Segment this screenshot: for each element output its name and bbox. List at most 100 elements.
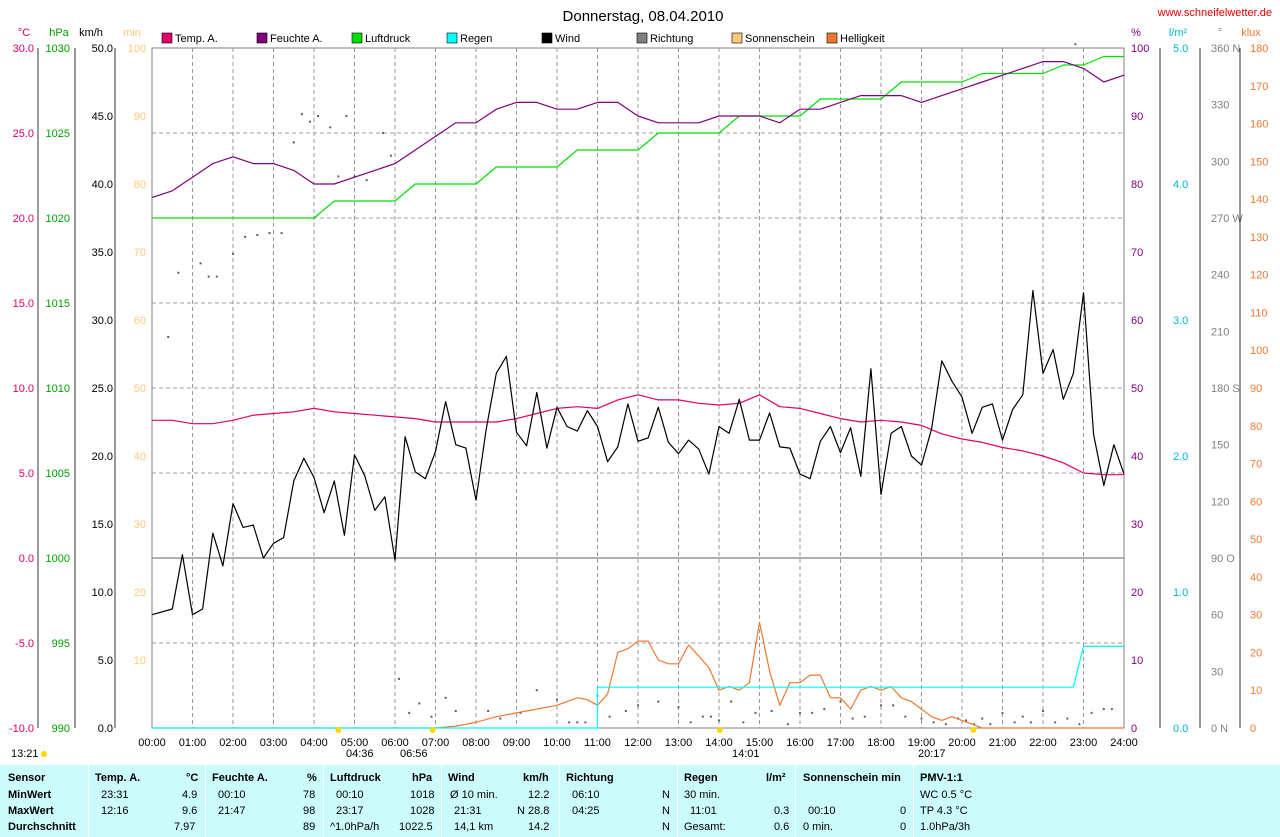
tick-label-rain: 1.0 <box>1173 587 1188 599</box>
dir-min-time: 06:10 <box>572 789 600 801</box>
wind-min-val: 12.2 <box>528 789 550 801</box>
direction-dot <box>892 704 895 707</box>
axis-unit-lux: klux <box>1241 27 1261 39</box>
direction-dot <box>677 706 680 709</box>
tick-label-sun: 40 <box>134 451 146 463</box>
direction-dot <box>308 120 311 123</box>
wind-min-label: Ø 10 min. <box>450 789 498 801</box>
tick-label-rain: 4.0 <box>1173 179 1188 191</box>
tick-label-sun: 50 <box>134 383 146 395</box>
tick-label-lux: 130 <box>1250 232 1268 244</box>
tick-label-humidity: 40 <box>1131 451 1143 463</box>
tick-label-direction: 150 <box>1211 440 1229 452</box>
direction-dot <box>730 700 733 703</box>
direction-dot <box>1021 715 1024 718</box>
tick-label-direction: 0 N <box>1211 723 1228 735</box>
wind-max-val: N 28.8 <box>517 805 550 817</box>
direction-dot <box>584 721 587 724</box>
time-mark-label: 14:01 <box>732 748 760 760</box>
tick-label-lux: 150 <box>1250 156 1268 168</box>
tick-label-temp: 15.0 <box>13 298 34 310</box>
tick-label-sun: 100 <box>128 43 146 55</box>
direction-dot <box>444 696 447 699</box>
direction-dot <box>1110 708 1113 711</box>
direction-dot <box>1001 711 1004 714</box>
direction-dot <box>920 717 923 720</box>
press-trend: ^1.0hPa/h <box>330 821 380 833</box>
chart-title: Donnerstag, 08.04.2010 <box>563 8 724 25</box>
direction-dot <box>430 715 433 718</box>
sun-icon <box>429 727 436 733</box>
tick-label-wind: 50.0 <box>92 43 113 55</box>
tick-label-humidity: 20 <box>1131 587 1143 599</box>
tick-label-lux: 120 <box>1250 270 1268 282</box>
tick-label-wind: 35.0 <box>92 247 113 259</box>
tick-label-humidity: 70 <box>1131 247 1143 259</box>
tick-label-time: 23:00 <box>1070 737 1098 749</box>
tick-label-sun: 20 <box>134 587 146 599</box>
direction-dot <box>244 235 247 238</box>
rain-row3-label: Gesamt: <box>684 821 726 833</box>
tick-label-humidity: 60 <box>1131 315 1143 327</box>
hum-min-time: 00:10 <box>218 789 246 801</box>
rain-row2-val: 0.3 <box>774 805 790 817</box>
direction-dot <box>389 154 392 157</box>
sun-row2-label: 00:10 <box>808 805 836 817</box>
hum-max-val: 98 <box>303 805 316 817</box>
direction-dot <box>851 717 854 720</box>
tick-label-time: 12:00 <box>624 737 652 749</box>
axis-unit-humidity: % <box>1131 27 1141 39</box>
tick-label-rain: 0.0 <box>1173 723 1188 735</box>
grid <box>151 47 1125 729</box>
tick-label-wind: 0.0 <box>98 723 113 735</box>
temp-header: Temp. A. <box>95 772 141 784</box>
legend-swatch <box>636 32 648 44</box>
tick-label-direction: 120 <box>1211 496 1229 508</box>
tick-label-sun: 80 <box>134 179 146 191</box>
series-line-temp-a- <box>152 394 1124 476</box>
axes: 30.025.020.015.010.05.00.0-5.0-10.010301… <box>9 43 1268 749</box>
axis-unit-temp: °C <box>18 27 30 39</box>
tick-label-pressure: 1015 <box>46 298 70 310</box>
tick-label-time: 00:00 <box>138 737 166 749</box>
direction-dot <box>811 711 814 714</box>
tick-label-time: 10:00 <box>543 737 571 749</box>
tick-label-lux: 100 <box>1250 345 1268 357</box>
direction-dot <box>454 710 457 712</box>
temp-avg: 7.97 <box>174 821 196 833</box>
dir-header: Richtung <box>566 772 614 784</box>
press-max-time: 23:17 <box>336 805 364 817</box>
sun-row3-val: 0 <box>900 821 907 833</box>
temp-min-val: 4.9 <box>182 789 198 801</box>
direction-dot <box>556 698 558 701</box>
press-header: Luftdruck <box>330 772 381 784</box>
direction-dot <box>535 689 538 692</box>
series-line-regen <box>152 645 1124 729</box>
tick-label-time: 13:00 <box>665 737 693 749</box>
direction-dot <box>232 252 234 255</box>
tick-label-lux: 140 <box>1250 194 1268 206</box>
direction-dot <box>657 700 660 703</box>
direction-dot <box>268 232 271 235</box>
tick-label-direction: 270 W <box>1211 213 1243 225</box>
tick-label-time: 02:00 <box>219 737 247 749</box>
direction-dot <box>1102 708 1105 711</box>
direction-dot <box>418 702 421 705</box>
tick-label-wind: 40.0 <box>92 179 113 191</box>
tick-label-humidity: 0 <box>1131 723 1137 735</box>
direction-dot <box>398 677 401 680</box>
direction-dot <box>880 704 882 707</box>
rain-row3-val: 0.6 <box>774 821 790 833</box>
axis-unit-rain: l/m² <box>1169 27 1188 39</box>
direction-dot <box>637 704 639 707</box>
direction-dot <box>965 719 968 722</box>
dir-max-val: N <box>662 805 670 817</box>
tick-label-humidity: 100 <box>1131 43 1149 55</box>
axis-units: °C hPa km/h min% l/m² ° klux <box>18 27 1261 39</box>
tick-label-temp: 10.0 <box>13 383 34 395</box>
tick-label-direction: 90 O <box>1211 553 1235 565</box>
direction-dot <box>256 234 259 236</box>
tick-label-pressure: 1030 <box>46 43 70 55</box>
series-line-wind <box>151 289 1125 616</box>
direction-dot <box>365 179 368 182</box>
